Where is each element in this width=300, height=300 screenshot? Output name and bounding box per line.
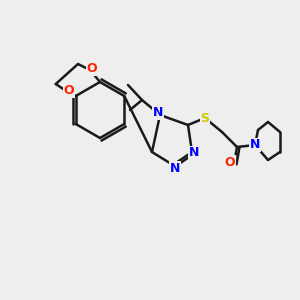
Text: S: S <box>200 112 209 124</box>
Text: N: N <box>189 146 199 160</box>
Text: N: N <box>153 106 163 119</box>
Text: O: O <box>87 62 97 76</box>
Text: N: N <box>170 161 180 175</box>
Text: N: N <box>250 139 260 152</box>
Text: O: O <box>63 85 74 98</box>
Text: O: O <box>225 155 235 169</box>
